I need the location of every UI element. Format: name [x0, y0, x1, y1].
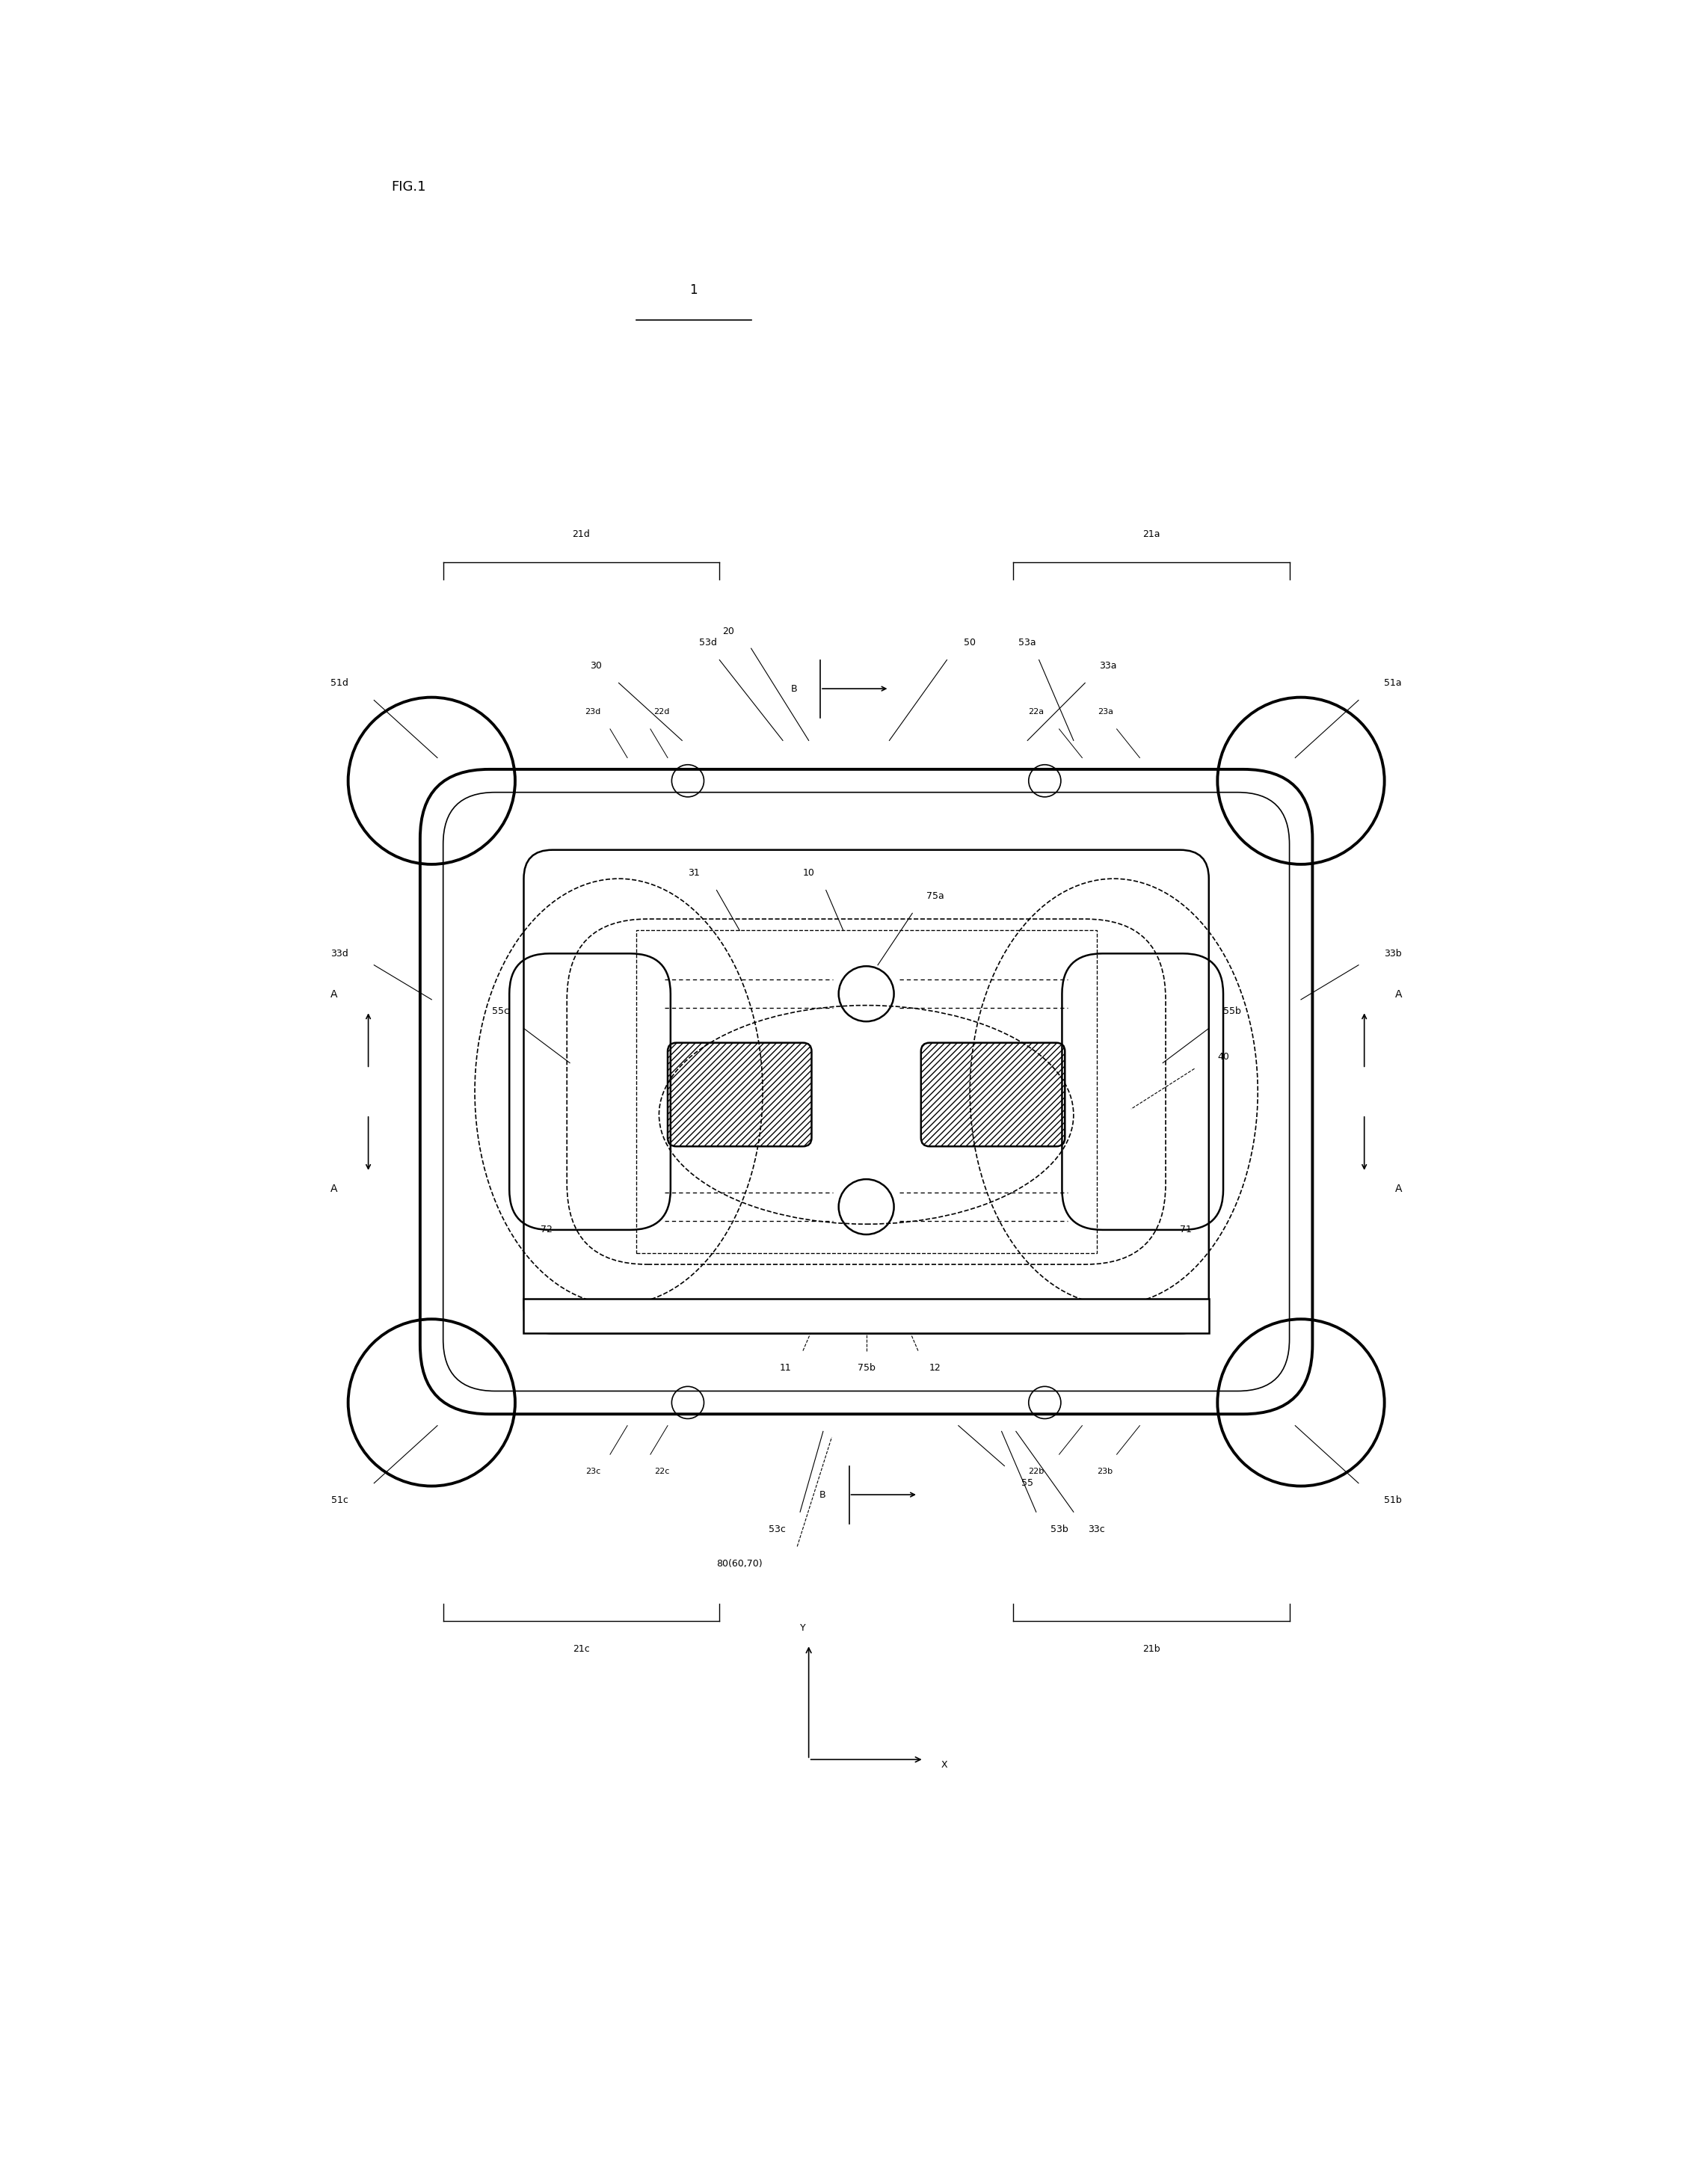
Text: 53b: 53b — [1051, 1524, 1068, 1533]
Text: 75b: 75b — [858, 1363, 875, 1374]
Text: 22b: 22b — [1029, 1468, 1044, 1476]
Text: 55: 55 — [1022, 1479, 1034, 1487]
Text: Y: Y — [800, 1623, 805, 1634]
Text: 21b: 21b — [1142, 1645, 1161, 1653]
Text: 23c: 23c — [585, 1468, 601, 1476]
Text: FIG.1: FIG.1 — [391, 179, 426, 194]
Text: 53d: 53d — [699, 638, 717, 646]
Text: 11: 11 — [780, 1363, 792, 1374]
Text: A: A — [1396, 1184, 1403, 1195]
Bar — [525, 1299, 1208, 1334]
Text: 22c: 22c — [655, 1468, 670, 1476]
Text: 31: 31 — [687, 867, 699, 878]
Text: B: B — [819, 1489, 826, 1500]
Text: 21c: 21c — [574, 1645, 591, 1653]
Text: 21a: 21a — [1142, 529, 1161, 539]
Text: A: A — [330, 1184, 337, 1195]
Text: 23a: 23a — [1098, 708, 1113, 716]
Text: 23d: 23d — [585, 708, 601, 716]
Text: 22a: 22a — [1029, 708, 1044, 716]
Text: 51b: 51b — [1384, 1496, 1403, 1505]
Text: 51c: 51c — [332, 1496, 349, 1505]
Text: A: A — [330, 989, 337, 1000]
Text: B: B — [790, 684, 797, 695]
Text: 55c: 55c — [492, 1007, 509, 1016]
Text: 33d: 33d — [330, 948, 349, 959]
Text: 30: 30 — [591, 662, 602, 670]
Text: 20: 20 — [722, 627, 734, 636]
Text: A: A — [1396, 989, 1403, 1000]
Text: 22d: 22d — [653, 708, 670, 716]
Text: 53c: 53c — [768, 1524, 785, 1533]
Text: 33c: 33c — [1088, 1524, 1105, 1533]
Text: 33b: 33b — [1384, 948, 1403, 959]
Text: 71: 71 — [1179, 1225, 1191, 1234]
Text: 80(60,70): 80(60,70) — [717, 1559, 763, 1568]
Text: 75a: 75a — [927, 891, 944, 900]
Text: 40: 40 — [1217, 1053, 1228, 1061]
Text: 10: 10 — [802, 867, 814, 878]
Text: 72: 72 — [541, 1225, 553, 1234]
Text: 23b: 23b — [1098, 1468, 1113, 1476]
Text: 12: 12 — [929, 1363, 941, 1374]
Text: 1: 1 — [690, 284, 697, 297]
Text: 51d: 51d — [330, 677, 349, 688]
Text: 55b: 55b — [1223, 1007, 1240, 1016]
Text: 51a: 51a — [1384, 677, 1403, 688]
Text: X: X — [941, 1760, 948, 1771]
Text: 21d: 21d — [572, 529, 591, 539]
Text: 33a: 33a — [1100, 662, 1117, 670]
Text: 50: 50 — [964, 638, 976, 646]
Text: 53a: 53a — [1019, 638, 1036, 646]
Bar — [636, 930, 1096, 1254]
